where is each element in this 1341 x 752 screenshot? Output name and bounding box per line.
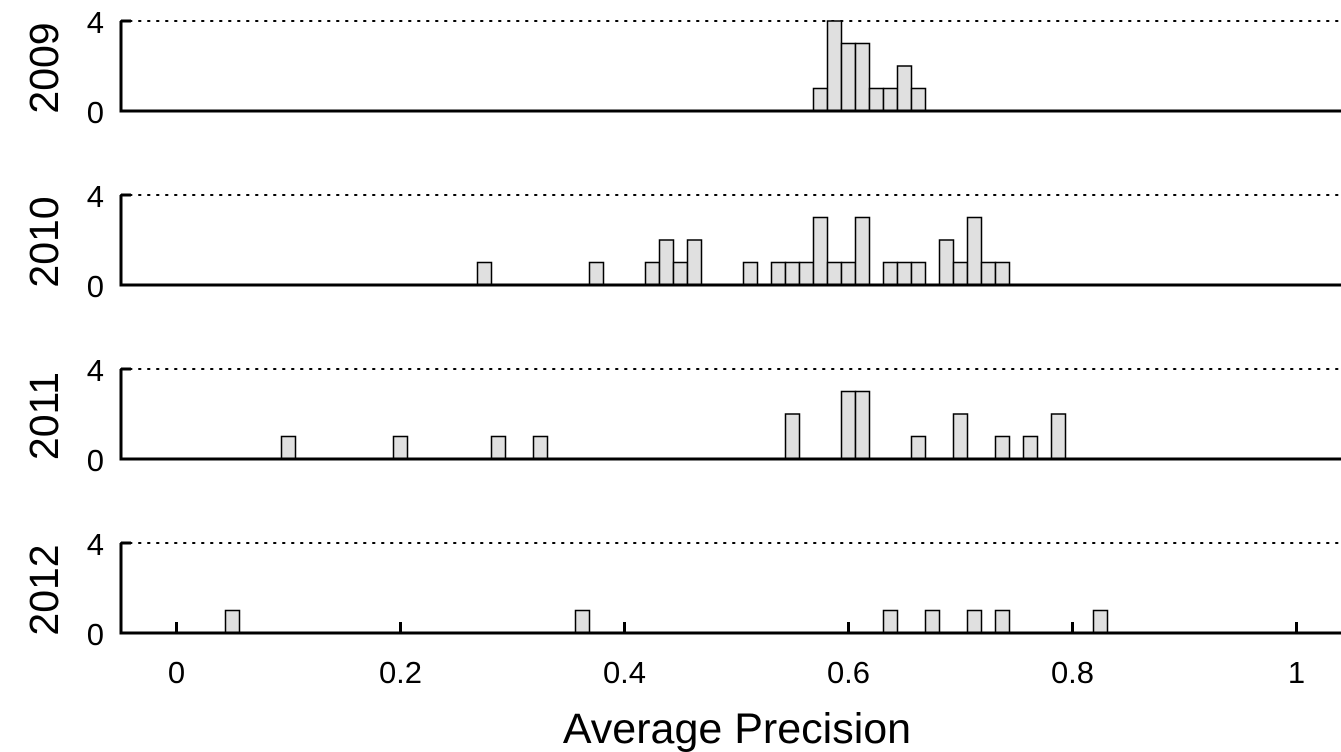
- bar: [280, 435, 297, 460]
- bar: [882, 87, 899, 112]
- bar: [966, 609, 983, 634]
- bar: [1022, 435, 1039, 460]
- y-tick-label: 4: [87, 353, 104, 388]
- bar: [854, 42, 871, 112]
- bar: [644, 261, 661, 286]
- x-tick-label: 0.4: [603, 655, 646, 690]
- bar: [1092, 609, 1109, 634]
- bar: [784, 261, 801, 286]
- bar: [994, 261, 1011, 286]
- y-tick-label: 4: [87, 179, 104, 214]
- x-tick-label: 1: [1288, 655, 1305, 690]
- y-tick-label: 4: [87, 527, 104, 562]
- bar: [980, 261, 997, 286]
- y-tick-label: 0: [87, 617, 104, 652]
- bar: [840, 42, 857, 112]
- bar: [910, 261, 927, 286]
- bar: [812, 87, 829, 112]
- bar: [868, 87, 885, 112]
- bar: [532, 435, 549, 460]
- panel-label-2011: 2011: [21, 372, 67, 460]
- bar: [994, 609, 1011, 634]
- x-axis-title: Average Precision: [563, 705, 911, 752]
- bar: [742, 261, 759, 286]
- bar: [1050, 413, 1067, 460]
- bar: [854, 390, 871, 460]
- bar: [924, 609, 941, 634]
- bar: [686, 239, 703, 286]
- bar: [854, 216, 871, 286]
- bar: [658, 239, 675, 286]
- bar: [826, 261, 843, 286]
- bar: [910, 87, 927, 112]
- panel-label-2009: 2009: [21, 22, 67, 113]
- y-tick-label: 0: [87, 443, 104, 478]
- bar: [896, 65, 913, 112]
- bar: [910, 435, 927, 460]
- bar: [574, 609, 591, 634]
- bar: [784, 413, 801, 460]
- x-tick-label: 0.2: [379, 655, 422, 690]
- bar: [896, 261, 913, 286]
- bar: [672, 261, 689, 286]
- x-tick-label: 0.8: [1051, 655, 1094, 690]
- bar: [882, 261, 899, 286]
- bar: [490, 435, 507, 460]
- bar: [224, 609, 241, 634]
- x-tick-label: 0: [168, 655, 185, 690]
- bar: [812, 216, 829, 286]
- y-tick-label: 0: [87, 95, 104, 130]
- y-tick-label: 4: [87, 5, 104, 40]
- bar: [994, 435, 1011, 460]
- bar: [840, 390, 857, 460]
- bar: [476, 261, 493, 286]
- bar: [938, 239, 955, 286]
- y-tick-label: 0: [87, 269, 104, 304]
- panel-label-2012: 2012: [21, 544, 67, 635]
- bar: [798, 261, 815, 286]
- bar: [840, 261, 857, 286]
- panel-label-2010: 2010: [21, 196, 67, 287]
- bar: [966, 216, 983, 286]
- bar: [392, 435, 409, 460]
- bar: [588, 261, 605, 286]
- bar: [882, 609, 899, 634]
- bar: [952, 261, 969, 286]
- bar: [770, 261, 787, 286]
- bar: [826, 20, 843, 112]
- x-tick-label: 0.6: [827, 655, 870, 690]
- bar: [952, 413, 969, 460]
